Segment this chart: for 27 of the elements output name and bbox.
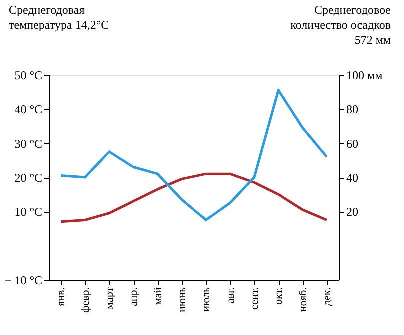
x-tick-label: февр. [80,287,92,313]
y-tick-label: 20 °C [14,171,42,185]
y-tick-label: 40 °C [14,102,42,117]
y-tick-label: 30 °C [14,136,42,151]
y2-tick-label: 60 [346,136,358,151]
y-tick-label: 10 °C [14,205,42,220]
x-tick-label: янв. [56,287,68,306]
x-tick-label: нояб. [297,287,310,312]
x-tick-label: авг. [224,287,237,304]
x-tick-label: июль [200,288,213,312]
line-series [60,172,328,224]
x-tick-label: май [152,287,164,306]
y-tick-label: − 10 °C [4,274,42,288]
x-tick-label: окт. [273,287,286,305]
x-tick-label: сент. [248,287,261,310]
y2-tick-label: 100 мм [346,68,384,82]
y2-tick-label: 80 [346,102,358,117]
x-tick-label: дек. [321,287,334,306]
y2-tick-label: 20 [346,205,358,220]
line-series [60,89,328,222]
x-tick-label: март [104,287,116,310]
text: Среднегодовая температура 14,2°C [9,3,110,32]
x-tick-label: апр. [128,287,140,306]
y-tick-label: 50 °C [14,68,42,82]
x-tick-label: июнь [176,288,188,313]
y2-tick-label: 40 [346,171,358,185]
text: Среднегодовое количество осадков 572 мм [290,3,392,47]
